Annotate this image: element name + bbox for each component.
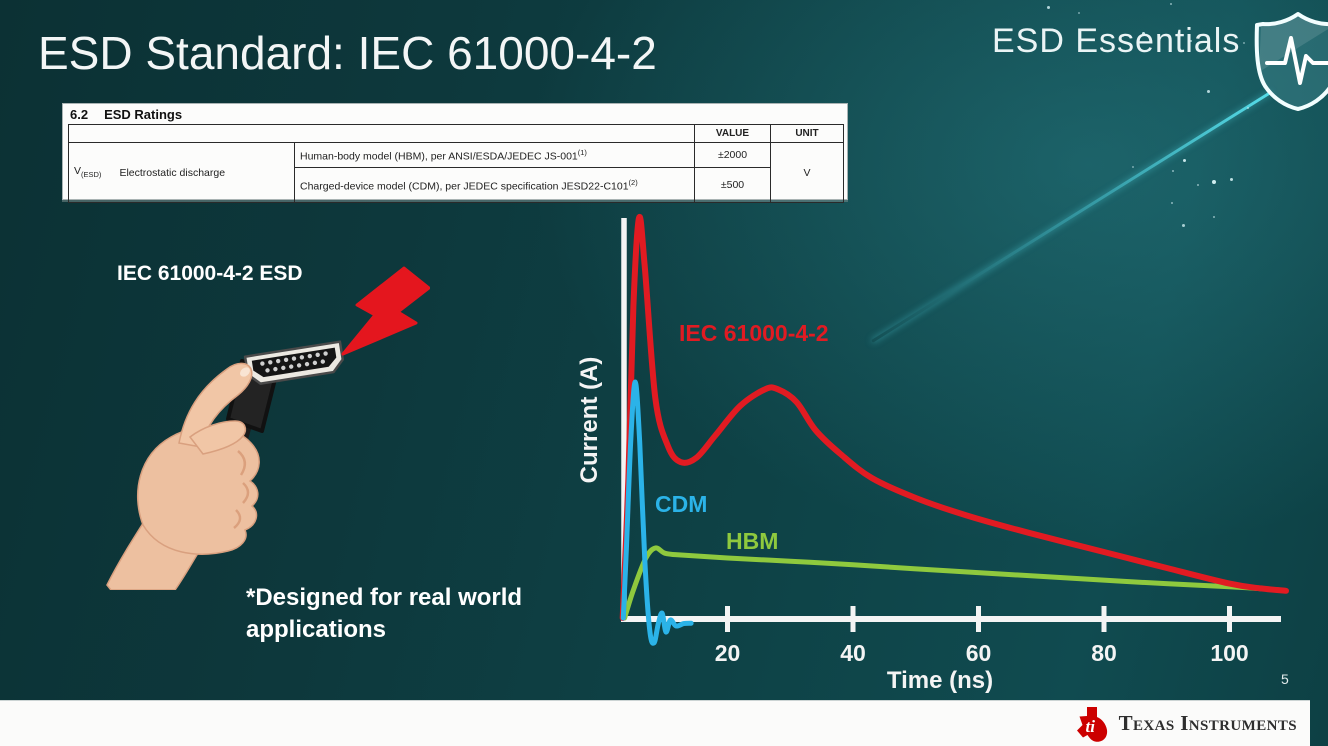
table-row-cdm: Charged-device model (CDM), per JEDEC sp… [69, 167, 844, 203]
table-header-row: VALUE UNIT [68, 124, 844, 143]
series-label-iec: IEC 61000-4-2 [679, 320, 829, 346]
cdm-value: ±500 [694, 167, 771, 203]
x-axis-label: Time (ns) [887, 667, 993, 694]
hand-hdmi-illustration [95, 255, 431, 595]
particle [1247, 107, 1249, 109]
table-section-heading: 6.2 ESD Ratings [68, 106, 842, 124]
value-column-header: VALUE [694, 124, 771, 143]
design-note: *Designed for real world applications [246, 584, 523, 643]
series-label-cdm: CDM [655, 491, 707, 517]
particle [1078, 12, 1080, 14]
fist [136, 426, 260, 555]
x-tick-label: 20 [715, 640, 741, 666]
particle [1047, 6, 1050, 9]
particle [1207, 90, 1210, 93]
ratings-table-panel: 6.2 ESD Ratings VALUE UNIT V(ESD) Electr… [62, 103, 848, 203]
chart-curves [619, 213, 1289, 646]
particle [1230, 178, 1233, 181]
unit-column-header: UNIT [770, 124, 844, 143]
particle [1213, 216, 1215, 218]
ti-logo-text: Texas Instruments [1118, 711, 1297, 735]
finger-creases [233, 450, 250, 529]
svg-text:ti: ti [1085, 717, 1095, 736]
curve-cdm [620, 379, 694, 646]
series-brand-title: ESD Essentials [992, 22, 1241, 60]
waveform-chart: 20 40 60 80 100 Current (A) Time (ns) IEC 61… [575, 205, 1310, 705]
shield-pulse-icon [1252, 10, 1328, 114]
particle [1197, 184, 1199, 186]
hdmi-connector [243, 340, 344, 385]
hbm-value: ±2000 [694, 142, 771, 168]
particle [1243, 42, 1245, 44]
x-tick-label: 40 [840, 640, 866, 666]
page-title: ESD Standard: IEC 61000-4-2 [38, 27, 657, 79]
curve-iec-61000-4-2 [619, 213, 1289, 621]
footer-bar: ti Texas Instruments [0, 700, 1310, 746]
hbm-description: Human-body model (HBM), per ANSI/ESDA/JE… [294, 142, 695, 168]
particle [1190, 40, 1192, 42]
particle [1182, 224, 1185, 227]
particle [1212, 180, 1216, 184]
x-axis-ticks: 20 40 60 80 100 [715, 606, 1249, 666]
particle [1122, 35, 1124, 37]
x-tick-label: 80 [1091, 640, 1117, 666]
page-number: 5 [1281, 671, 1289, 687]
parameter-cell: V(ESD) Electrostatic discharge [68, 142, 295, 203]
ti-logo-icon: ti [1076, 706, 1107, 742]
particle [1142, 32, 1145, 35]
curve-hbm [622, 545, 1283, 621]
section-title: ESD Ratings [104, 107, 183, 122]
parameter-label: Electrostatic discharge [119, 166, 226, 179]
table-row-hbm: V(ESD) Electrostatic discharge Human-bod… [68, 142, 844, 203]
index-finger [178, 362, 253, 448]
particle [1171, 202, 1173, 204]
y-axis-label: Current (A) [576, 357, 603, 484]
esd-ratings-table: VALUE UNIT V(ESD) Electrostatic discharg… [68, 124, 844, 203]
particle [1132, 166, 1134, 168]
particle [1172, 170, 1174, 172]
particle [1170, 3, 1172, 5]
section-number: 6.2 [70, 107, 89, 122]
series-label-hbm: HBM [726, 528, 778, 554]
unit-cell: V [770, 142, 844, 203]
particle [1183, 159, 1186, 162]
fingernail [240, 367, 250, 377]
x-tick-label: 100 [1210, 640, 1248, 666]
lightning-icon [341, 266, 431, 356]
x-tick-label: 60 [966, 640, 992, 666]
illustration-label: IEC 61000-4-2 ESD [117, 262, 303, 285]
thumb [188, 420, 247, 455]
symbol-vesd: V(ESD) [74, 165, 102, 180]
cdm-description: Charged-device model (CDM), per JEDEC sp… [294, 167, 695, 203]
